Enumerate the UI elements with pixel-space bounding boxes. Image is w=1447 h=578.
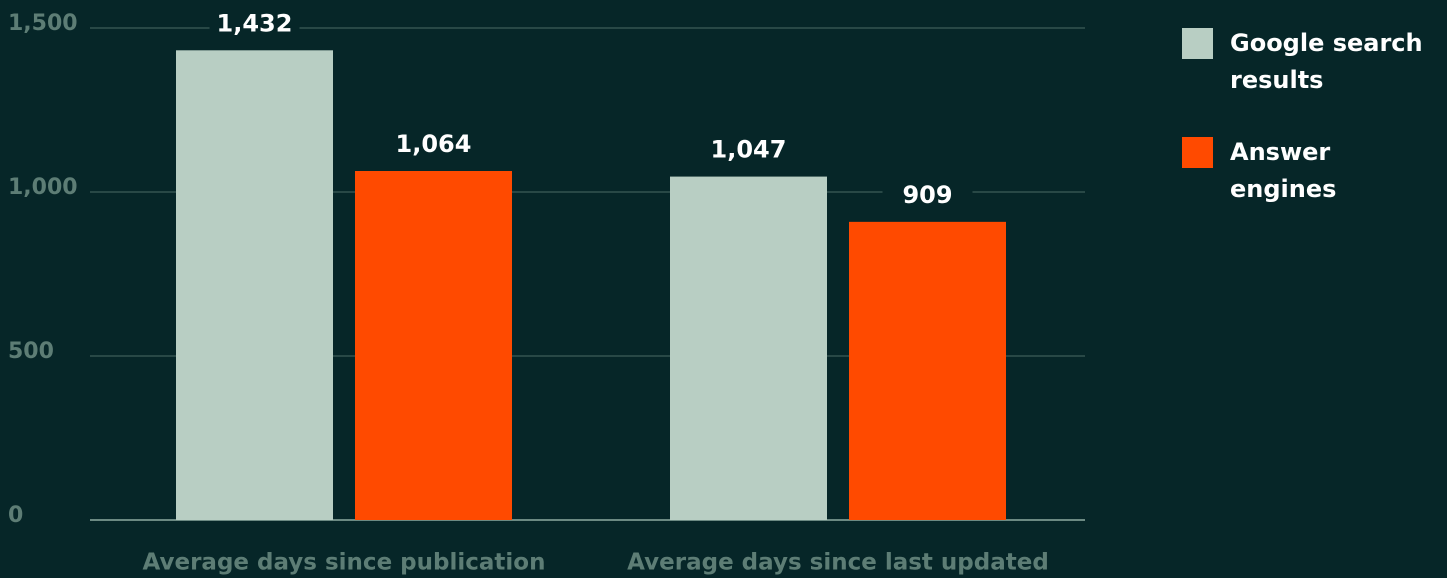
y-tick-label: 1,000 [8, 175, 78, 200]
value-label-bg [703, 134, 794, 167]
y-tick-label: 500 [8, 339, 54, 364]
bar [355, 171, 512, 520]
legend-swatch [1182, 28, 1213, 59]
bar [670, 176, 827, 521]
y-tick-label: 1,500 [8, 11, 78, 36]
legend-item: Answer engines [1182, 137, 1447, 208]
bar [849, 221, 1006, 520]
value-label-bg [882, 179, 973, 212]
value-label: 1,064 [396, 130, 472, 158]
legend-swatch [1182, 137, 1213, 168]
value-label-bg [209, 8, 300, 41]
value-label-bg [388, 129, 479, 162]
value-label: 1,047 [711, 136, 787, 164]
x-tick-label: Average days since publication [143, 550, 546, 576]
bar [176, 50, 333, 520]
legend-label: Google search results [1230, 29, 1423, 94]
legend-label: Answer engines [1230, 138, 1337, 203]
legend-item: Google search results [1182, 28, 1447, 99]
legend: Google search results Answer engines [1182, 28, 1447, 246]
value-label: 909 [902, 181, 952, 209]
x-tick-label: Average days since last updated [627, 550, 1049, 576]
value-label: 1,432 [217, 9, 293, 37]
y-tick-label: 0 [8, 503, 23, 528]
